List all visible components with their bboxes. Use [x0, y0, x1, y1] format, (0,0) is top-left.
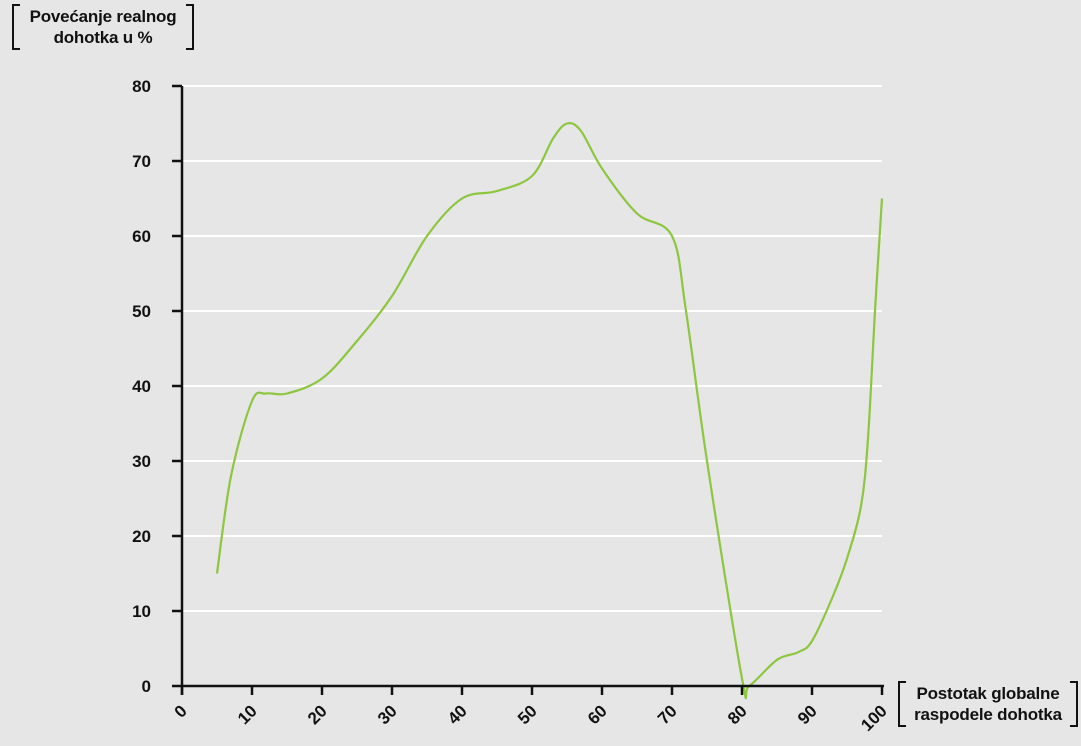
x-tick-label-0: 0: [171, 701, 191, 721]
y-tick-label-50: 50: [132, 302, 151, 321]
grid-lines: [182, 86, 882, 611]
x-tick-label-70: 70: [654, 701, 681, 728]
x-tick-label-60: 60: [584, 701, 611, 728]
y-axis-label-line-2: dohotka u %: [22, 27, 184, 48]
y-tick-label-80: 80: [132, 77, 151, 96]
y-tick-label-70: 70: [132, 152, 151, 171]
x-label-left-bracket: [898, 681, 906, 727]
y-axis-label: Povećanje realnog dohotka u %: [22, 6, 184, 48]
x-tick-label-20: 20: [304, 701, 331, 728]
x-tick-label-10: 10: [234, 701, 261, 728]
y-axis-label-line-1: Povećanje realnog: [22, 6, 184, 27]
x-tick-label-90: 90: [794, 701, 821, 728]
x-label-right-bracket: [1070, 681, 1078, 727]
y-tick-label-40: 40: [132, 377, 151, 396]
x-axis-label-line-2: raspodele dohotka: [908, 704, 1068, 725]
y-tick-label-0: 0: [142, 677, 151, 696]
x-axis-label-line-1: Postotak globalne: [908, 683, 1068, 704]
y-label-right-bracket: [186, 4, 194, 50]
y-tick-label-20: 20: [132, 527, 151, 546]
y-label-left-bracket: [12, 4, 20, 50]
x-tick-label-80: 80: [724, 701, 751, 728]
axes: [172, 86, 884, 695]
x-tick-label-40: 40: [444, 701, 471, 728]
y-tick-label-30: 30: [132, 452, 151, 471]
x-axis-label: Postotak globalne raspodele dohotka: [908, 683, 1068, 725]
x-tick-label-100: 100: [857, 701, 890, 734]
x-tick-labels: 0 10 20 30 40 50 60 70 80 90 100: [171, 701, 891, 734]
y-tick-labels: 0 10 20 30 40 50 60 70 80: [132, 77, 151, 696]
x-tick-label-50: 50: [514, 701, 541, 728]
x-tick-label-30: 30: [374, 701, 401, 728]
y-tick-label-10: 10: [132, 602, 151, 621]
y-tick-label-60: 60: [132, 227, 151, 246]
